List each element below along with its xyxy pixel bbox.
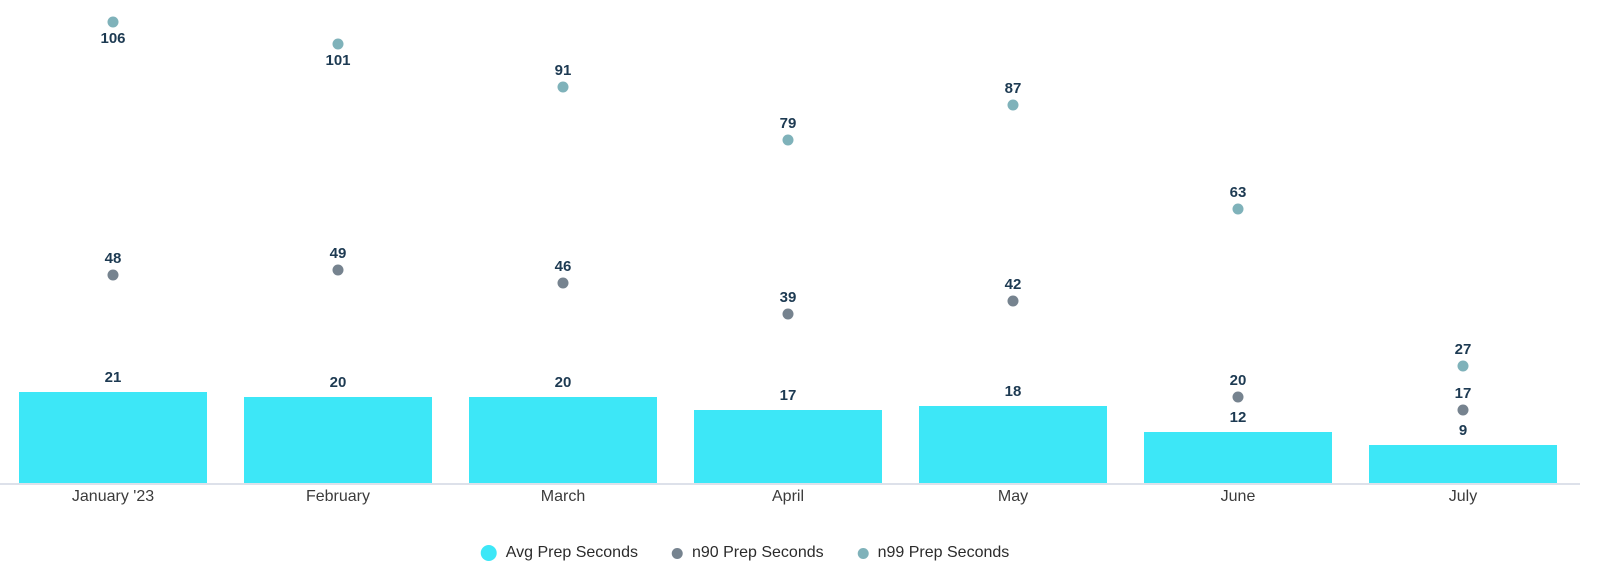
value-label-n90-prep-seconds: 42 [1004,275,1022,293]
value-label-avg-prep-seconds: 12 [1229,408,1247,426]
value-label-avg-prep-seconds: 17 [779,386,797,404]
legend-label-n99-prep-seconds: n99 Prep Seconds [877,544,1010,561]
plot-area: 21 48 106 20 49 101 20 46 91 17 39 79 18 42 87 12 20 63 9 1… [19,16,1557,484]
dot-n99-prep-seconds[interactable] [107,16,119,28]
value-label-n99-prep-seconds: 106 [100,29,126,47]
value-label-n99-prep-seconds: 27 [1454,341,1472,359]
value-label-n99-prep-seconds: 79 [779,114,797,132]
value-label-n99-prep-seconds: 63 [1229,184,1247,202]
value-label-n99-prep-seconds: 91 [554,62,572,80]
bar-avg-prep-seconds[interactable] [469,396,657,484]
value-label-n90-prep-seconds: 20 [1229,371,1247,389]
value-label-avg-prep-seconds: 20 [554,373,572,391]
legend: Avg Prep Seconds n90 Prep Seconds n99 Pr… [480,544,1010,562]
value-label-n99-prep-seconds: 87 [1004,79,1022,97]
dot-n90-prep-seconds[interactable] [107,269,119,281]
legend-label-avg-prep-seconds: Avg Prep Seconds [505,544,638,561]
dot-n99-prep-seconds[interactable] [1232,203,1244,215]
x-axis-label: May [997,488,1029,505]
x-axis-line [0,483,1580,485]
value-label-n90-prep-seconds: 17 [1454,384,1472,402]
dot-n90-prep-seconds[interactable] [1007,295,1019,307]
x-axis-label: June [1220,488,1256,505]
dot-n99-prep-seconds[interactable] [782,134,794,146]
legend-item-avg-prep-seconds[interactable]: Avg Prep Seconds [480,544,638,562]
x-axis-label: March [540,488,586,505]
value-label-avg-prep-seconds: 21 [104,369,122,387]
dot-n90-prep-seconds[interactable] [782,308,794,320]
bar-avg-prep-seconds[interactable] [694,409,882,484]
value-label-n90-prep-seconds: 39 [779,288,797,306]
dot-n90-prep-seconds[interactable] [1457,404,1469,416]
x-axis-label: January '23 [71,488,155,505]
x-axis-label: April [771,488,805,505]
legend-swatch-avg-prep-seconds [480,545,497,561]
bar-avg-prep-seconds[interactable] [1144,431,1332,484]
value-label-avg-prep-seconds: 9 [1458,421,1468,439]
dot-n90-prep-seconds[interactable] [332,264,344,276]
dot-n90-prep-seconds[interactable] [557,277,569,289]
dot-n90-prep-seconds[interactable] [1232,391,1244,403]
dot-n99-prep-seconds[interactable] [557,81,569,93]
legend-item-n90-prep-seconds[interactable]: n90 Prep Seconds [671,544,824,562]
value-label-n90-prep-seconds: 46 [554,258,572,276]
legend-item-n99-prep-seconds[interactable]: n99 Prep Seconds [857,544,1010,562]
dot-n99-prep-seconds[interactable] [1457,360,1469,372]
bar-avg-prep-seconds[interactable] [919,405,1107,484]
bar-avg-prep-seconds[interactable] [19,392,207,484]
value-label-n99-prep-seconds: 101 [325,51,351,69]
value-label-avg-prep-seconds: 18 [1004,382,1022,400]
bar-avg-prep-seconds[interactable] [1369,444,1557,484]
legend-swatch-n99-prep-seconds [857,547,869,559]
value-label-n90-prep-seconds: 49 [329,245,347,263]
legend-swatch-n90-prep-seconds [671,547,683,559]
x-axis-label: February [305,488,371,505]
dot-n99-prep-seconds[interactable] [332,38,344,50]
legend-label-n90-prep-seconds: n90 Prep Seconds [691,544,824,561]
value-label-avg-prep-seconds: 20 [329,373,347,391]
dot-n99-prep-seconds[interactable] [1007,99,1019,111]
bar-avg-prep-seconds[interactable] [244,396,432,484]
x-axis-label: July [1448,488,1478,505]
value-label-n90-prep-seconds: 48 [104,249,122,267]
